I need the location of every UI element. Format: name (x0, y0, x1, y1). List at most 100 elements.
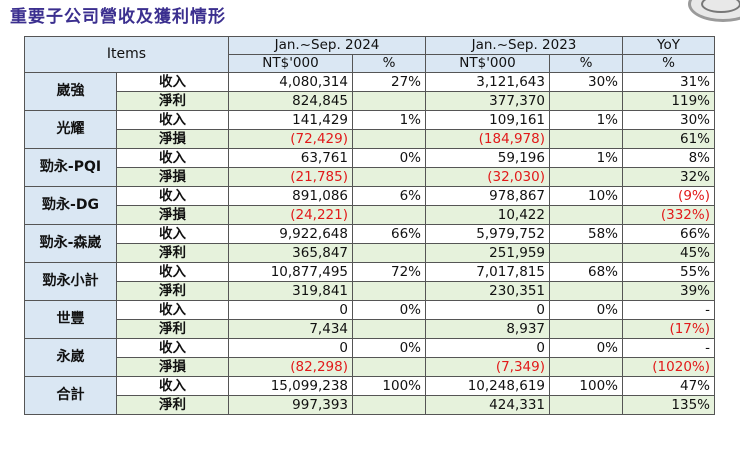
metric-label: 淨利 (116, 243, 229, 263)
value-2023: 7,017,815 (425, 262, 550, 282)
logo-emblem (688, 0, 740, 22)
value-2023: (7,349) (425, 357, 550, 377)
pct-2024: 1% (352, 110, 426, 130)
metric-label: 淨損 (116, 205, 229, 225)
value-2023: 377,370 (425, 91, 550, 111)
pct-2023: 30% (549, 72, 623, 92)
value-2023: 0 (425, 300, 550, 320)
table-row: 淨利 7,434 8,937 (17%) (25, 319, 715, 339)
metric-label: 淨損 (116, 129, 229, 149)
table-row: 勁永-森崴 收入 9,922,648 66% 5,979,752 58% 66% (24, 224, 715, 263)
metric-label: 收入 (116, 72, 229, 92)
pct-2023: 0% (549, 300, 623, 320)
company-name: 永崴 (24, 338, 117, 377)
metric-label: 收入 (116, 186, 229, 206)
value-2024: 15,099,238 (228, 376, 353, 396)
value-2023: 109,161 (425, 110, 550, 130)
yoy-pct: 119% (622, 91, 715, 111)
yoy-pct: 8% (622, 148, 715, 168)
yoy-pct: 32% (622, 167, 715, 187)
table-row: 光耀 收入 141,429 1% 109,161 1% 30% (24, 110, 715, 149)
company-name: 合計 (24, 376, 117, 415)
metric-label: 收入 (116, 148, 229, 168)
yoy-pct: 39% (622, 281, 715, 301)
value-2024: 824,845 (228, 91, 353, 111)
value-2024: 365,847 (228, 243, 353, 263)
yoy-pct: - (622, 338, 715, 358)
pct-2024 (352, 319, 426, 339)
pct-2023 (549, 319, 623, 339)
yoy-header: YoY (622, 36, 715, 55)
pct-2023 (549, 395, 623, 415)
metric-label: 收入 (116, 300, 229, 320)
metric-label: 收入 (116, 376, 229, 396)
metric-label: 收入 (116, 262, 229, 282)
pct-2023: 1% (549, 110, 623, 130)
value-2023: 424,331 (425, 395, 550, 415)
yoy-pct: (9%) (622, 186, 715, 206)
value-2023: (184,978) (425, 129, 550, 149)
table-row: 勁永-DG 收入 891,086 6% 978,867 10% (9%) (24, 186, 715, 225)
value-2023: 0 (425, 338, 550, 358)
value-2024: (21,785) (228, 167, 353, 187)
pct-2024: 0% (352, 148, 426, 168)
yoy-pct: (17%) (622, 319, 715, 339)
value-2024: (24,221) (228, 205, 353, 225)
metric-label: 淨利 (116, 281, 229, 301)
value-2024: (72,429) (228, 129, 353, 149)
financial-table: Items Jan.~Sep. 2024 Jan.~Sep. 2023 YoY … (24, 36, 715, 415)
table-row: 勁永小計 收入 10,877,495 72% 7,017,815 68% 55% (24, 262, 715, 301)
table-row: 淨損 (21,785) (32,030) 32% (25, 167, 715, 187)
value-2023: 10,248,619 (425, 376, 550, 396)
table-row: 淨損 (72,429) (184,978) 61% (25, 129, 715, 149)
value-2023: (32,030) (425, 167, 550, 187)
pct-2023 (549, 129, 623, 149)
value-2024: 9,922,648 (228, 224, 353, 244)
value-2023: 59,196 (425, 148, 550, 168)
table-row: 淨利 824,845 377,370 119% (25, 91, 715, 111)
metric-label: 收入 (116, 338, 229, 358)
yoy-pct: 30% (622, 110, 715, 130)
value-2024: 10,877,495 (228, 262, 353, 282)
table-row: 淨損 (82,298) (7,349) (1020%) (25, 357, 715, 377)
company-name: 勁永-森崴 (24, 224, 117, 263)
pct-2024: 0% (352, 300, 426, 320)
pct-2024 (352, 357, 426, 377)
company-name: 勁永小計 (24, 262, 117, 301)
pct-2024-header: % (352, 54, 426, 73)
pct-2023 (549, 281, 623, 301)
yoy-pct: 47% (622, 376, 715, 396)
pct-2023 (549, 91, 623, 111)
yoy-pct: 66% (622, 224, 715, 244)
pct-2023-header: % (549, 54, 623, 73)
table-row: 合計 收入 15,099,238 100% 10,248,619 100% 47% (24, 376, 715, 415)
value-2023: 5,979,752 (425, 224, 550, 244)
company-name: 光耀 (24, 110, 117, 149)
yoy-pct: 55% (622, 262, 715, 282)
metric-label: 淨利 (116, 319, 229, 339)
pct-2024: 100% (352, 376, 426, 396)
items-header: Items (24, 36, 229, 73)
pct-2023: 100% (549, 376, 623, 396)
yoy-pct: 135% (622, 395, 715, 415)
table-row: 淨利 997,393 424,331 135% (25, 395, 715, 415)
pct-2024 (352, 281, 426, 301)
pct-2023 (549, 357, 623, 377)
pct-2024 (352, 129, 426, 149)
pct-yoy-header: % (622, 54, 715, 73)
pct-2023: 58% (549, 224, 623, 244)
period-2023-header: Jan.~Sep. 2023 (425, 36, 623, 55)
unit-2023-header: NT$'000 (425, 54, 550, 73)
pct-2023: 10% (549, 186, 623, 206)
value-2024: 7,434 (228, 319, 353, 339)
value-2024: 997,393 (228, 395, 353, 415)
pct-2023: 68% (549, 262, 623, 282)
pct-2024: 66% (352, 224, 426, 244)
value-2024: 0 (228, 338, 353, 358)
table-row: 崴強 收入 4,080,314 27% 3,121,643 30% 31% (24, 72, 715, 111)
pct-2024: 27% (352, 72, 426, 92)
metric-label: 淨損 (116, 167, 229, 187)
metric-label: 淨利 (116, 395, 229, 415)
table-row: 世豐 收入 0 0% 0 0% - (24, 300, 715, 339)
company-name: 崴強 (24, 72, 117, 111)
